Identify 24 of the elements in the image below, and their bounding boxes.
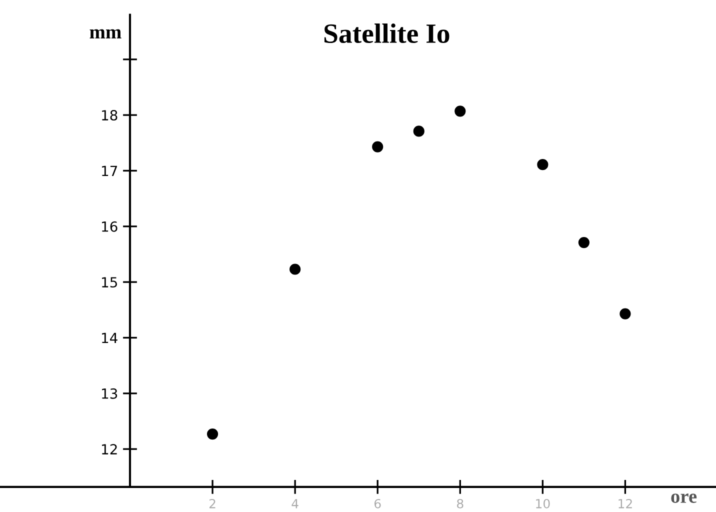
point — [206, 428, 218, 440]
y-tick-label: 15 — [102, 277, 117, 288]
point — [454, 106, 466, 117]
x-axis-title: ore — [671, 494, 697, 503]
x-tick-label: 4 — [292, 499, 298, 508]
point — [413, 126, 424, 137]
x-tick-label: 8 — [457, 498, 464, 508]
y-tick-label: 16 — [102, 221, 118, 232]
y-axis-title: mm — [90, 29, 122, 38]
y-tick-label: 18 — [102, 110, 118, 121]
x-tick-label: 10 — [536, 498, 550, 508]
y-tick-label: 17 — [102, 166, 117, 176]
x-tick-label: 12 — [618, 498, 632, 508]
x-tick-label: 2 — [209, 498, 216, 508]
point — [578, 236, 590, 248]
y-tick-label: 12 — [102, 444, 117, 454]
y-tick-label: 13 — [102, 388, 118, 399]
point — [290, 264, 301, 275]
point — [620, 308, 631, 320]
x-tick-label: 6 — [374, 498, 381, 508]
y-tick-label: 14 — [102, 332, 118, 343]
point — [372, 141, 384, 152]
point — [537, 159, 548, 170]
chart-title: Satellite Io — [324, 23, 450, 44]
